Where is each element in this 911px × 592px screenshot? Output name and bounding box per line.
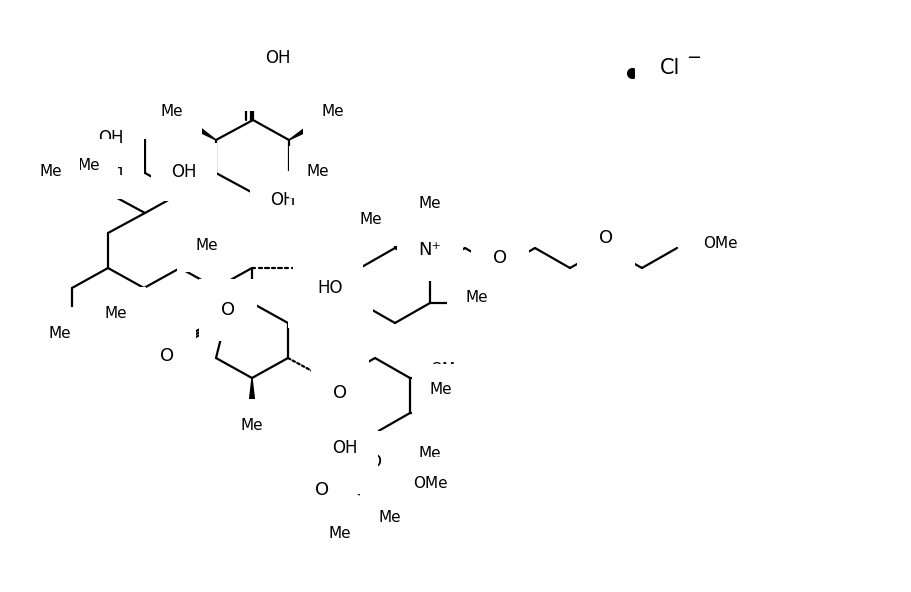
Text: OMe: OMe	[413, 475, 446, 491]
Polygon shape	[248, 378, 256, 413]
Text: O: O	[336, 301, 351, 319]
Text: Me: Me	[39, 165, 62, 179]
Polygon shape	[289, 117, 323, 140]
Text: Me: Me	[418, 446, 441, 461]
Text: −: −	[686, 49, 701, 67]
Text: O: O	[314, 481, 329, 499]
Text: Me: Me	[378, 510, 401, 526]
Text: Me: Me	[466, 289, 487, 304]
Text: O: O	[367, 453, 382, 471]
Text: Me: Me	[77, 157, 100, 172]
Text: N: N	[246, 71, 260, 89]
Text: OMe: OMe	[429, 362, 464, 378]
Text: O: O	[333, 366, 347, 384]
Text: Cl: Cl	[660, 58, 680, 78]
Polygon shape	[116, 140, 145, 162]
Text: Me: Me	[307, 165, 329, 179]
Text: Me: Me	[328, 526, 351, 540]
Text: OH: OH	[265, 49, 291, 67]
Text: Me: Me	[328, 461, 351, 475]
Text: OH: OH	[98, 129, 124, 147]
Text: O: O	[314, 259, 329, 277]
Polygon shape	[181, 117, 216, 140]
Text: OH: OH	[171, 163, 197, 181]
Text: O: O	[159, 347, 174, 365]
Text: Me: Me	[418, 195, 441, 211]
Text: O: O	[220, 301, 235, 319]
Text: Me: Me	[306, 294, 329, 310]
Text: Me: Me	[359, 213, 382, 227]
Text: Me: Me	[160, 105, 183, 120]
Text: N⁺: N⁺	[418, 241, 441, 259]
Text: Me: Me	[196, 239, 218, 253]
Text: OH: OH	[270, 191, 295, 209]
Text: O: O	[599, 229, 612, 247]
Text: OH: OH	[333, 439, 358, 457]
Text: O: O	[333, 384, 347, 402]
Polygon shape	[288, 305, 307, 323]
Text: O: O	[493, 249, 507, 267]
Text: OH: OH	[98, 161, 124, 179]
Text: OMe: OMe	[702, 236, 737, 250]
Text: Me: Me	[429, 382, 452, 397]
Text: Me: Me	[322, 105, 344, 120]
Text: Me: Me	[105, 305, 128, 320]
Text: Me: Me	[241, 417, 263, 433]
Text: Me: Me	[48, 326, 71, 340]
Text: HO: HO	[317, 279, 343, 297]
